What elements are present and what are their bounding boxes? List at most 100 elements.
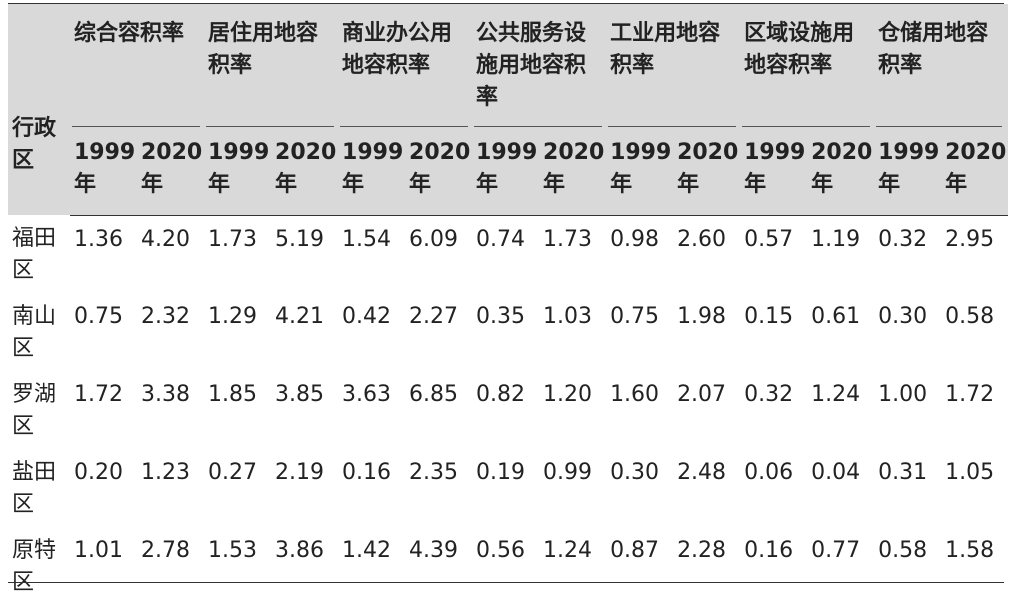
group-header: 综合容积率 [74,21,185,46]
value-cell: 1.19 [811,226,861,252]
value-cell: 2.78 [141,538,190,563]
value-cell: 0.98 [610,226,660,252]
value-cell: 0.75 [74,304,123,329]
value-cell: 1.05 [945,460,995,485]
district-cell: 南山区 [12,304,57,361]
group-rule [474,126,602,127]
district-header: 行政区 [12,115,57,173]
value-cell: 0.32 [878,226,928,252]
year-header: 1999年 [70,123,137,216]
year-header: 1999年 [472,123,540,216]
value-cell: 1.98 [677,304,727,329]
value-cell: 3.63 [342,382,392,407]
value-cell: 0.20 [74,460,123,485]
far-table: 行政区 综合容积率 居住用地容积率 商业办公用地容积率 公共服务设施用地容积率 … [8,4,1009,605]
value-cell: 0.35 [476,304,526,329]
value-cell: 6.85 [409,382,459,407]
header-row-years: 1999年 2020年 1999年 2020年 1999年 2020年 1999… [8,123,1009,216]
value-cell: 1.53 [208,538,257,563]
year-header: 2020年 [405,123,473,216]
value-cell: 0.15 [744,304,794,329]
value-cell: 1.58 [945,538,995,563]
group-header: 工业用地容积率 [610,21,721,78]
year-header: 2020年 [539,123,607,216]
value-cell: 0.57 [744,226,794,252]
value-cell: 0.56 [476,538,526,563]
table-header: 行政区 综合容积率 居住用地容积率 商业办公用地容积率 公共服务设施用地容积率 … [8,4,1009,216]
value-cell: 2.27 [409,304,459,329]
value-cell: 3.38 [141,382,190,407]
year-header: 2020年 [137,123,205,216]
value-cell: 0.99 [543,460,593,485]
value-cell: 1.00 [878,382,928,407]
table-body: 福田区 1.36 4.20 1.73 5.19 1.54 6.09 0.74 1… [8,215,1008,605]
value-cell: 5.19 [275,226,324,252]
value-cell: 0.16 [342,460,392,485]
group-header: 区域设施用地容积率 [744,21,855,78]
value-cell: 1.42 [342,538,392,563]
value-cell: 1.01 [74,538,123,563]
value-cell: 0.06 [744,460,794,485]
value-cell: 0.74 [476,226,526,252]
group-header: 仓储用地容积率 [878,21,989,78]
table-top-rule [8,3,1004,4]
value-cell: 1.29 [208,304,257,329]
group-header: 公共服务设施用地容积率 [476,21,587,110]
value-cell: 2.19 [275,460,324,485]
value-cell: 1.73 [208,226,257,252]
value-cell: 1.36 [74,226,123,252]
year-header: 1999年 [606,123,674,216]
table-row: 福田区 1.36 4.20 1.73 5.19 1.54 6.09 0.74 1… [8,215,1008,293]
value-cell: 1.24 [811,382,861,407]
year-header: 1999年 [204,123,272,216]
value-cell: 0.30 [610,460,660,485]
value-cell: 1.72 [945,382,995,407]
value-cell: 3.86 [275,538,324,563]
year-header: 1999年 [338,123,406,216]
group-rule [876,126,1002,127]
value-cell: 0.58 [878,538,928,563]
value-cell: 0.58 [945,304,995,329]
value-cell: 4.20 [141,226,190,252]
value-cell: 0.31 [878,460,928,485]
table-row: 南山区 0.75 2.32 1.29 4.21 0.42 2.27 0.35 1… [8,293,1008,371]
district-cell: 福田区 [12,226,57,283]
value-cell: 1.60 [610,382,660,407]
value-cell: 0.87 [610,538,660,563]
value-cell: 2.35 [409,460,459,485]
value-cell: 2.32 [141,304,190,329]
group-header: 居住用地容积率 [208,21,319,78]
value-cell: 1.23 [141,460,190,485]
group-rule [206,126,334,127]
value-cell: 0.82 [476,382,526,407]
value-cell: 0.30 [878,304,928,329]
value-cell: 0.75 [610,304,660,329]
year-header: 1999年 [740,123,808,216]
value-cell: 6.09 [409,226,459,252]
value-cell: 1.72 [74,382,123,407]
value-cell: 0.04 [811,460,861,485]
district-cell: 盐田区 [12,460,57,517]
year-header: 2020年 [673,123,741,216]
value-cell: 0.27 [208,460,257,485]
value-cell: 2.28 [677,538,727,563]
value-cell: 1.73 [543,226,593,252]
value-cell: 1.24 [543,538,593,563]
value-cell: 1.03 [543,304,593,329]
value-cell: 2.48 [677,460,727,485]
value-cell: 0.19 [476,460,526,485]
group-rule [340,126,468,127]
year-header: 2020年 [941,123,1009,216]
header-row-groups: 行政区 综合容积率 居住用地容积率 商业办公用地容积率 公共服务设施用地容积率 … [8,4,1008,173]
table-figure: 行政区 综合容积率 居住用地容积率 商业办公用地容积率 公共服务设施用地容积率 … [8,3,1009,595]
value-cell: 4.21 [275,304,324,329]
value-cell: 0.32 [744,382,794,407]
district-cell: 罗湖区 [12,382,57,439]
district-cell: 原特区 [12,538,57,595]
value-cell: 2.07 [677,382,727,407]
year-header: 2020年 [271,123,339,216]
table-row: 盐田区 0.20 1.23 0.27 2.19 0.16 2.35 0.19 0… [8,449,1008,527]
group-rule [742,126,870,127]
value-cell: 2.95 [945,226,995,252]
table-row: 原特区 1.01 2.78 1.53 3.86 1.42 4.39 0.56 1… [8,527,1008,605]
